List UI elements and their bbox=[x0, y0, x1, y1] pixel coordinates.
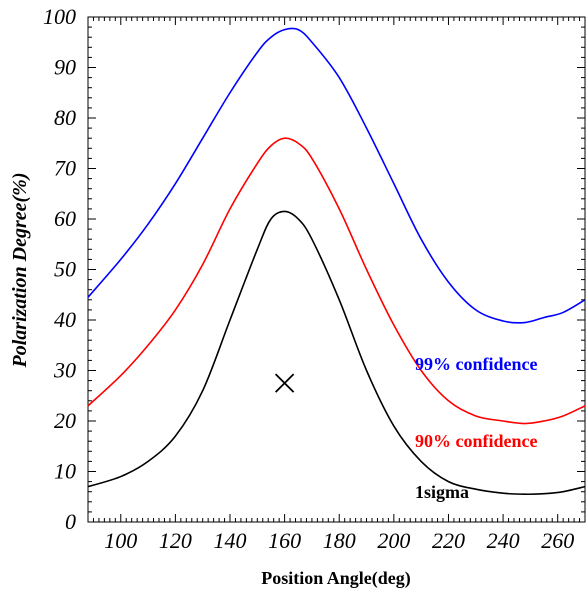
x-tick-label: 200 bbox=[377, 528, 410, 553]
x-tick-label: 100 bbox=[104, 528, 137, 553]
y-tick-label: 100 bbox=[43, 4, 76, 29]
y-tick-label: 40 bbox=[54, 307, 76, 332]
curve-label-90-confidence: 90% confidence bbox=[415, 431, 537, 451]
x-tick-label: 120 bbox=[159, 528, 192, 553]
data-point-marker bbox=[274, 373, 295, 393]
series-line-90-confidence bbox=[87, 137, 586, 425]
y-tick-label: 10 bbox=[54, 459, 76, 484]
x-tick-label: 140 bbox=[214, 528, 247, 553]
y-tick-label: 70 bbox=[54, 156, 76, 181]
y-tick-labels: 0 10 20 30 40 50 60 70 80 90 100 bbox=[43, 4, 76, 534]
y-axis-title: Polarization Degree(%) bbox=[9, 173, 31, 369]
x-tick-labels: 100 120 140 160 180 200 220 240 260 bbox=[104, 528, 574, 553]
y-tick-label: 80 bbox=[54, 105, 76, 130]
x-tick-label: 180 bbox=[323, 528, 356, 553]
x-axis-title: Position Angle(deg) bbox=[261, 568, 411, 589]
y-tick-label: 0 bbox=[65, 509, 76, 534]
y-tick-label: 20 bbox=[54, 408, 76, 433]
x-tick-label: 220 bbox=[432, 528, 465, 553]
x-tick-label: 160 bbox=[268, 528, 301, 553]
x-tick-label: 240 bbox=[487, 528, 520, 553]
series-line-1sigma bbox=[87, 210, 586, 496]
y-tick-label: 60 bbox=[54, 206, 76, 231]
ticks-layer bbox=[87, 16, 586, 523]
x-tick-label: 260 bbox=[541, 528, 574, 553]
series-layer bbox=[87, 27, 586, 496]
y-tick-label: 30 bbox=[53, 358, 76, 383]
curve-label-99-confidence: 99% confidence bbox=[415, 354, 537, 374]
series-line-99-confidence bbox=[87, 27, 586, 324]
y-tick-label: 50 bbox=[54, 257, 76, 282]
y-tick-label: 90 bbox=[54, 55, 76, 80]
curve-label-1sigma: 1sigma bbox=[415, 482, 469, 502]
marker-layer bbox=[274, 373, 295, 393]
